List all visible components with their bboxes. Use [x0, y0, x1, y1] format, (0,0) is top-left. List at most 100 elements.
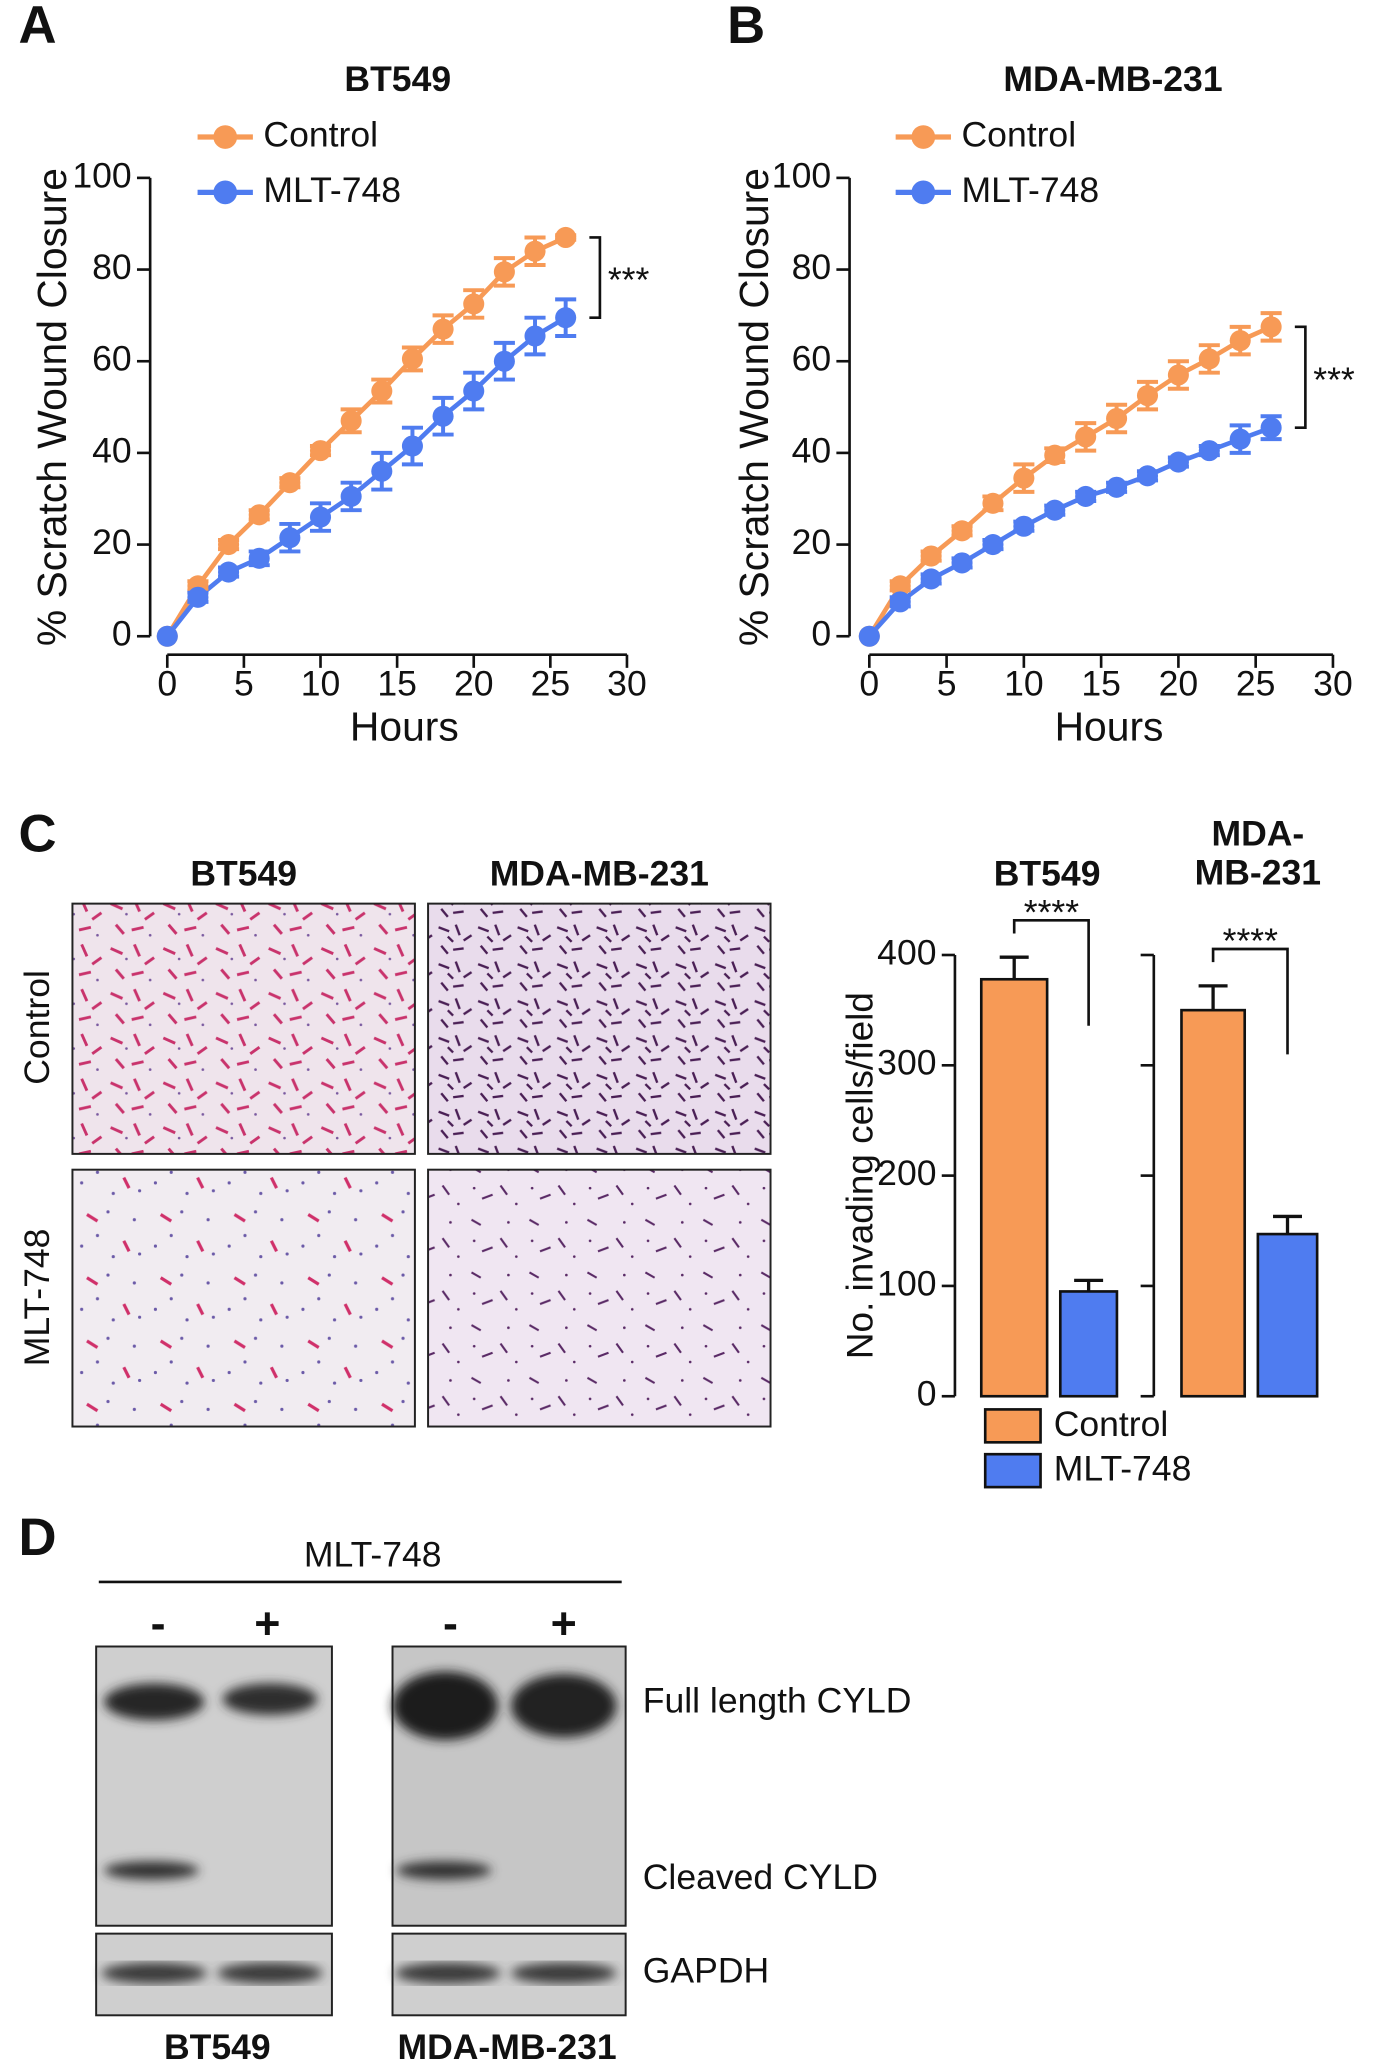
data-point — [279, 472, 301, 494]
data-point — [951, 552, 973, 574]
legend-marker — [213, 125, 238, 149]
micrograph — [427, 902, 772, 1155]
y-tick-label: 60 — [792, 339, 832, 379]
panel-letter: D — [18, 1508, 56, 1567]
data-point — [432, 318, 454, 340]
lane-label: + — [254, 1599, 280, 1649]
y-axis-label: No. invading cells/field — [839, 992, 880, 1359]
y-tick-label: 80 — [92, 247, 132, 287]
data-point — [279, 527, 301, 549]
data-point — [951, 520, 973, 542]
lane-label: - — [443, 1599, 458, 1649]
data-point — [309, 506, 332, 528]
band-label: Full length CYLD — [643, 1681, 912, 1721]
data-point — [156, 625, 178, 647]
y-tick-label: 300 — [877, 1043, 936, 1083]
x-tick-label: 20 — [1159, 664, 1199, 704]
x-tick-label: 15 — [1081, 664, 1121, 704]
x-axis-label: Hours — [350, 704, 459, 750]
micrograph — [427, 1168, 772, 1428]
data-point — [524, 325, 546, 347]
y-tick-label: 40 — [792, 430, 832, 470]
x-tick-label: 5 — [234, 664, 254, 704]
blot-cell-line: BT549 — [164, 2027, 271, 2067]
blot-treatment: MLT-748 — [304, 1534, 442, 1574]
legend-label: Control — [1054, 1404, 1169, 1444]
data-point — [463, 293, 485, 315]
data-point — [1136, 465, 1159, 487]
chart-title: BT549 — [994, 853, 1101, 893]
blot-cell-line: MDA-MB-231 — [397, 2027, 616, 2067]
legend-label: MLT-748 — [962, 170, 1100, 210]
significance-bracket — [589, 236, 602, 320]
panel-letter: A — [18, 0, 56, 55]
legend-swatch — [983, 1452, 1042, 1489]
data-point — [493, 350, 515, 372]
x-tick-label: 10 — [1004, 664, 1044, 704]
data-point — [1260, 316, 1282, 338]
data-point — [920, 568, 942, 590]
blot-bands — [104, 1671, 617, 1880]
data-point — [1013, 515, 1035, 537]
micrograph-row-label: Control — [17, 970, 57, 1085]
data-point — [1167, 364, 1189, 386]
data-point — [1044, 499, 1066, 521]
x-tick-label: 30 — [1313, 664, 1353, 704]
x-tick-label: 30 — [607, 664, 647, 704]
data-point — [340, 410, 362, 432]
data-point — [493, 261, 515, 283]
data-point — [187, 586, 209, 608]
data-point — [340, 485, 362, 507]
significance-label: *** — [608, 260, 650, 300]
data-point — [1106, 476, 1128, 498]
chart-title: BT549 — [344, 59, 451, 99]
panel-letter: C — [18, 805, 56, 864]
lane-label: + — [551, 1599, 577, 1649]
y-tick-label: 100 — [72, 155, 131, 195]
significance-label: **** — [1223, 921, 1279, 961]
data-point — [1013, 467, 1035, 489]
data-point — [920, 545, 942, 567]
data-point — [248, 504, 270, 526]
data-point — [524, 240, 546, 262]
bar — [979, 977, 1049, 1398]
data-point — [309, 440, 332, 462]
data-point — [371, 380, 393, 402]
data-point — [432, 405, 454, 427]
micrograph-row-label: MLT-748 — [17, 1229, 57, 1367]
micrograph — [71, 902, 416, 1155]
data-point — [982, 534, 1004, 556]
micrograph — [71, 1168, 416, 1428]
y-tick-label: 40 — [92, 430, 132, 470]
y-axis-label: % Scratch Wound Closure — [731, 168, 777, 646]
blot-bands — [101, 1962, 617, 1984]
significance-label: *** — [1313, 360, 1355, 400]
data-point — [1260, 417, 1282, 439]
y-tick-label: 100 — [877, 1263, 936, 1303]
bar — [1180, 1008, 1247, 1398]
x-tick-label: 0 — [859, 664, 879, 704]
data-point — [1229, 428, 1251, 450]
x-tick-label: 25 — [1236, 664, 1276, 704]
y-tick-label: 0 — [811, 614, 831, 654]
y-tick-label: 60 — [92, 339, 132, 379]
band-label: GAPDH — [643, 1951, 769, 1991]
x-tick-label: 20 — [454, 664, 494, 704]
data-point — [555, 226, 577, 249]
bar — [1058, 1290, 1119, 1398]
significance-bracket — [1294, 325, 1307, 430]
y-tick-label: 80 — [792, 247, 832, 287]
x-tick-label: 5 — [937, 664, 957, 704]
x-tick-label: 15 — [377, 664, 417, 704]
data-point — [371, 460, 393, 482]
y-tick-label: 200 — [877, 1153, 936, 1193]
data-point — [218, 534, 240, 556]
panel-letter: B — [727, 0, 765, 55]
data-point — [1136, 385, 1159, 407]
legend-marker — [911, 125, 936, 149]
x-tick-label: 25 — [531, 664, 571, 704]
data-point — [218, 561, 240, 583]
data-point — [1075, 426, 1097, 448]
data-point — [1075, 485, 1097, 507]
